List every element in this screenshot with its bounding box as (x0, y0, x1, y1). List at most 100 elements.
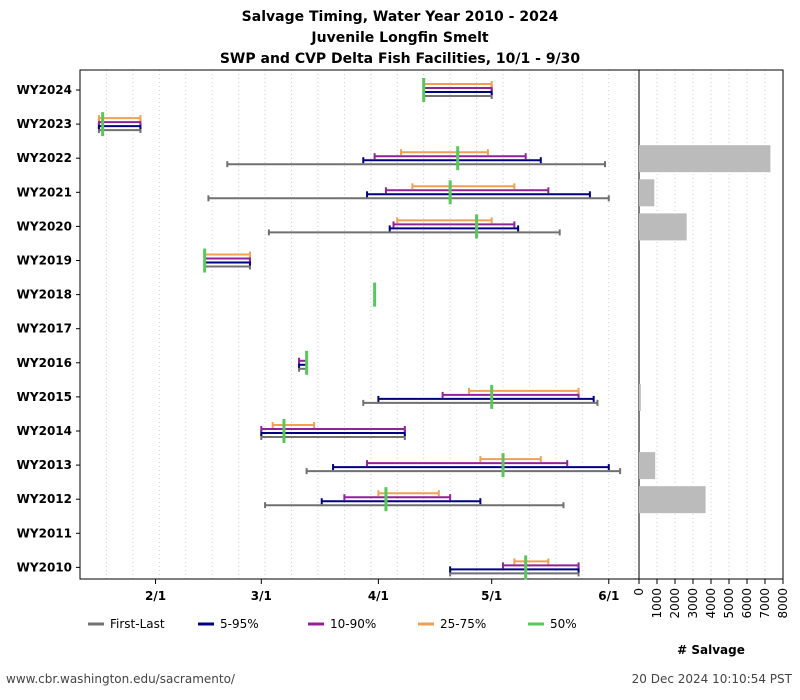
range-p10_90 (392, 221, 516, 228)
range-first_last (226, 161, 607, 168)
year-label: WY2024 (17, 83, 72, 97)
salvage-bar (639, 486, 706, 514)
footer-url: www.cbr.washington.edu/sacramento/ (6, 672, 236, 686)
range-first_last (97, 127, 142, 134)
x-tick-label: 3/1 (251, 589, 272, 603)
range-p5_95 (332, 464, 610, 471)
legend-label: 25-75% (440, 617, 486, 631)
range-p10_90 (343, 494, 452, 501)
range-p25_75 (203, 251, 251, 258)
salvage-axis-title: # Salvage (677, 643, 745, 657)
salvage-tick-label: 1000 (650, 588, 664, 619)
x-tick-label: 6/1 (598, 589, 619, 603)
legend: First-Last 5-95% 10-90% 25-75% 50% (88, 617, 577, 631)
range-p10_90 (373, 153, 527, 160)
range-p10_90 (422, 85, 493, 91)
range-p5_95 (362, 157, 542, 164)
year-label: WY2019 (17, 254, 72, 268)
range-first_last (449, 570, 580, 577)
year-label: WY2021 (17, 185, 72, 199)
legend-entry: 50% (528, 617, 577, 631)
range-p5_95 (97, 123, 142, 130)
range-first_last (362, 399, 599, 406)
legend-entry: 25-75% (418, 617, 486, 631)
x-tick-label: 5/1 (481, 589, 502, 603)
year-label: WY2017 (17, 322, 72, 336)
year-label: WY2011 (17, 526, 72, 540)
date-axis: 2/1 3/1 4/1 5/1 6/1 (145, 579, 619, 603)
salvage-bar (639, 179, 655, 207)
salvage-tick-label: 2000 (668, 588, 682, 619)
salvage-tick-label: 7000 (758, 588, 772, 619)
range-first_last (207, 195, 610, 202)
range-p10_90 (203, 255, 251, 262)
range-first_last (264, 502, 565, 509)
legend-entry: 10-90% (308, 617, 376, 631)
salvage-tick-label: 5000 (722, 588, 736, 619)
salvage-bar (639, 383, 641, 411)
title-line-3: SWP and CVP Delta Fish Facilities, 10/1 … (220, 51, 581, 67)
range-p10_90 (366, 460, 569, 467)
year-label: WY2016 (17, 356, 72, 370)
year-label: WY2015 (17, 390, 72, 404)
salvage-bar (639, 452, 656, 480)
range-p25_75 (422, 81, 493, 87)
legend-label: 50% (550, 617, 577, 631)
salvage-bars (639, 145, 771, 514)
range-p5_95 (377, 395, 595, 402)
legend-label: 10-90% (330, 617, 376, 631)
timing-plot-frame (79, 69, 640, 580)
range-p5_95 (203, 259, 251, 266)
range-p25_75 (271, 422, 316, 428)
salvage-tick-label: 3000 (686, 588, 700, 619)
footer-timestamp: 20 Dec 2024 10:10:54 PST (632, 672, 793, 686)
x-tick-label: 2/1 (145, 589, 166, 603)
year-label: WY2013 (17, 458, 72, 472)
range-p5_95 (449, 566, 580, 573)
range-p10_90 (97, 119, 142, 126)
range-p25_75 (479, 456, 542, 463)
legend-label: First-Last (110, 617, 165, 631)
range-first_last (203, 263, 251, 270)
range-p10_90 (502, 562, 580, 569)
range-p5_95 (366, 191, 591, 198)
range-p5_95 (320, 498, 482, 505)
salvage-axis: 0 1000 2000 3000 4000 5000 6000 7000 8000 (632, 579, 790, 619)
range-first_last (422, 93, 493, 99)
salvage-bar (639, 213, 687, 241)
year-label: WY2018 (17, 288, 72, 302)
year-label: WY2010 (17, 560, 72, 574)
year-label: WY2023 (17, 117, 72, 131)
title-line-1: Salvage Timing, Water Year 2010 - 2024 (242, 9, 559, 25)
range-p10_90 (441, 391, 580, 398)
salvage-bar (639, 145, 771, 173)
range-p25_75 (97, 115, 142, 122)
year-label: WY2014 (17, 424, 72, 438)
year-label: WY2020 (17, 219, 72, 233)
range-p5_95 (422, 89, 493, 95)
legend-label: 5-95% (220, 617, 259, 631)
salvage-tick-label: 6000 (740, 588, 754, 619)
range-p5_95 (388, 225, 520, 232)
chart-title: Salvage Timing, Water Year 2010 - 2024 J… (220, 9, 581, 67)
legend-entry: 5-95% (198, 617, 259, 631)
x-tick-label: 4/1 (368, 589, 389, 603)
year-label: WY2022 (17, 151, 72, 165)
range-p25_75 (377, 490, 440, 497)
legend-entry: First-Last (88, 617, 165, 631)
range-p25_75 (513, 558, 550, 565)
range-first_last (267, 229, 561, 236)
range-p25_75 (468, 387, 580, 394)
salvage-tick-label: 0 (632, 588, 646, 596)
year-labels: WY2024 WY2023 WY2022 WY2021 WY2020 WY2019 WY20… (17, 83, 80, 574)
range-p25_75 (400, 149, 489, 156)
timing-ranges (97, 78, 622, 580)
salvage-tick-label: 8000 (776, 588, 790, 619)
title-line-2: Juvenile Longfin Smelt (310, 30, 488, 46)
range-first_last (305, 468, 622, 475)
salvage-tick-label: 4000 (704, 588, 718, 619)
year-label: WY2012 (17, 492, 72, 506)
range-p10_90 (384, 187, 550, 194)
range-p25_75 (411, 183, 516, 190)
